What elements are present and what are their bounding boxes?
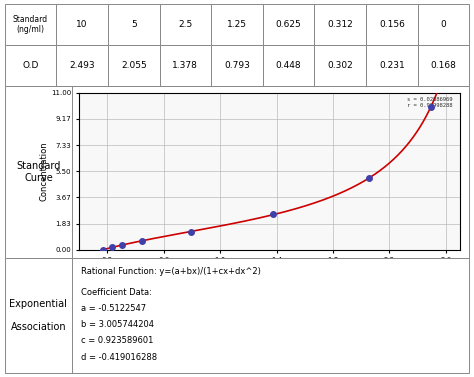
Text: a = -0.5122547: a = -0.5122547 — [82, 304, 146, 313]
Text: c = 0.923589601: c = 0.923589601 — [82, 336, 154, 345]
Bar — [211, 45, 263, 86]
Text: Coefficient Data:: Coefficient Data: — [82, 288, 152, 297]
Text: Rational Function: y=(a+bx)/(1+cx+dx^2): Rational Function: y=(a+bx)/(1+cx+dx^2) — [82, 268, 261, 276]
Bar — [263, 45, 314, 86]
Text: O.D: O.D — [22, 61, 39, 70]
Text: Standard
(ng/ml): Standard (ng/ml) — [13, 15, 48, 34]
Bar — [211, 4, 263, 45]
Text: 0.302: 0.302 — [328, 61, 353, 70]
Bar — [160, 4, 211, 45]
Text: Standard
Curve: Standard Curve — [16, 161, 61, 183]
Text: 1.25: 1.25 — [227, 20, 247, 29]
Text: 0.793: 0.793 — [224, 61, 250, 70]
Bar — [5, 4, 56, 45]
Bar — [56, 45, 108, 86]
Text: 0.625: 0.625 — [276, 20, 301, 29]
Text: 10: 10 — [76, 20, 88, 29]
Bar — [56, 4, 108, 45]
Bar — [108, 4, 160, 45]
Text: 2.5: 2.5 — [178, 20, 192, 29]
Text: 0.312: 0.312 — [328, 20, 353, 29]
Text: d = -0.419016288: d = -0.419016288 — [82, 352, 157, 362]
Text: 5: 5 — [131, 20, 137, 29]
Text: 2.055: 2.055 — [121, 61, 146, 70]
Text: 0.448: 0.448 — [276, 61, 301, 70]
Bar — [263, 4, 314, 45]
Text: 0.156: 0.156 — [379, 20, 405, 29]
Bar — [418, 4, 469, 45]
Bar — [366, 45, 418, 86]
Text: 0.168: 0.168 — [430, 61, 456, 70]
Bar — [366, 4, 418, 45]
Bar — [314, 45, 366, 86]
Bar — [5, 45, 56, 86]
Text: Exponential

Association: Exponential Association — [9, 299, 67, 333]
Text: 0.231: 0.231 — [379, 61, 405, 70]
Bar — [418, 45, 469, 86]
Bar — [160, 45, 211, 86]
Text: b = 3.005744204: b = 3.005744204 — [82, 320, 155, 329]
Text: 1.378: 1.378 — [173, 61, 198, 70]
Text: 0: 0 — [440, 20, 447, 29]
Bar — [314, 4, 366, 45]
Bar — [108, 45, 160, 86]
Text: 2.493: 2.493 — [69, 61, 95, 70]
